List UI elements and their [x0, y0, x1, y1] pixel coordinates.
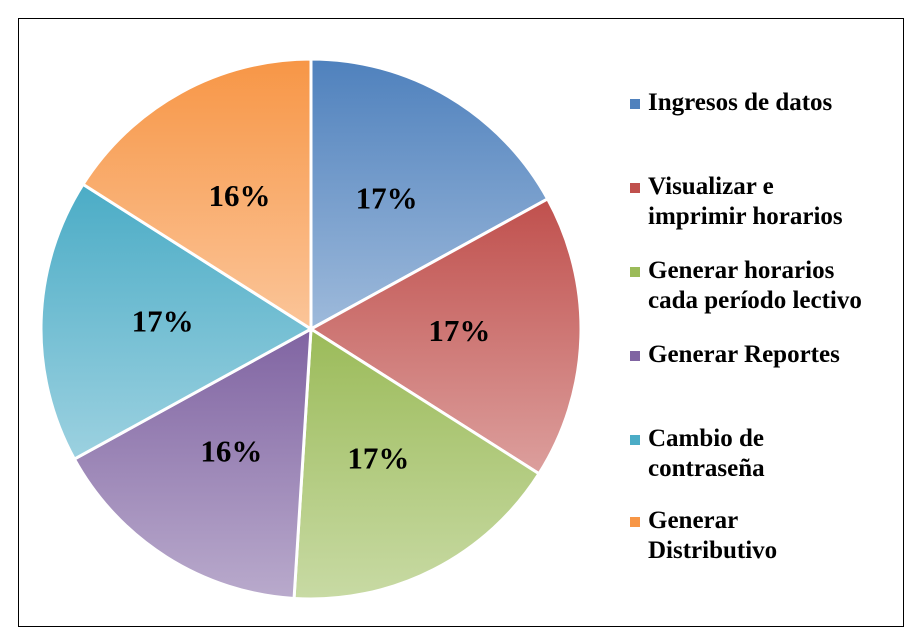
data-label: 17% — [428, 313, 490, 348]
data-label: 17% — [132, 303, 194, 338]
legend-item: Generar Reportes — [630, 340, 840, 370]
legend-swatch — [630, 435, 640, 445]
legend-item: Cambio de contraseña — [630, 424, 765, 484]
data-label: 17% — [347, 440, 409, 475]
pie-slice — [309, 57, 550, 332]
chart-frame — [18, 18, 904, 627]
legend-label: Generar Reportes — [648, 341, 840, 368]
legend-swatch — [630, 183, 640, 193]
legend-label: Generar horarios cada período lectivo — [648, 257, 862, 314]
data-label: 16% — [208, 178, 270, 213]
legend-item: Visualizar e imprimir horarios — [630, 172, 843, 232]
pie-slice — [308, 196, 583, 476]
pie-slice — [72, 326, 313, 601]
pie-slice — [39, 182, 314, 462]
legend-swatch — [630, 267, 640, 277]
legend-item: Generar horarios cada período lectivo — [630, 256, 862, 316]
legend-item: Ingresos de datos — [630, 88, 832, 118]
legend-swatch — [630, 99, 640, 109]
pie-slice — [80, 57, 313, 332]
data-label: 16% — [200, 433, 262, 468]
legend-label: Generar Distributivo — [648, 507, 778, 564]
legend-label: Cambio de contraseña — [648, 425, 765, 482]
legend-swatch — [630, 517, 640, 527]
legend-label: Ingresos de datos — [648, 89, 833, 116]
data-label: 17% — [356, 180, 418, 215]
pie-slice — [292, 326, 542, 601]
legend-swatch — [630, 351, 640, 361]
legend-item: Generar Distributivo — [630, 506, 777, 566]
legend-label: Visualizar e imprimir horarios — [648, 173, 843, 230]
